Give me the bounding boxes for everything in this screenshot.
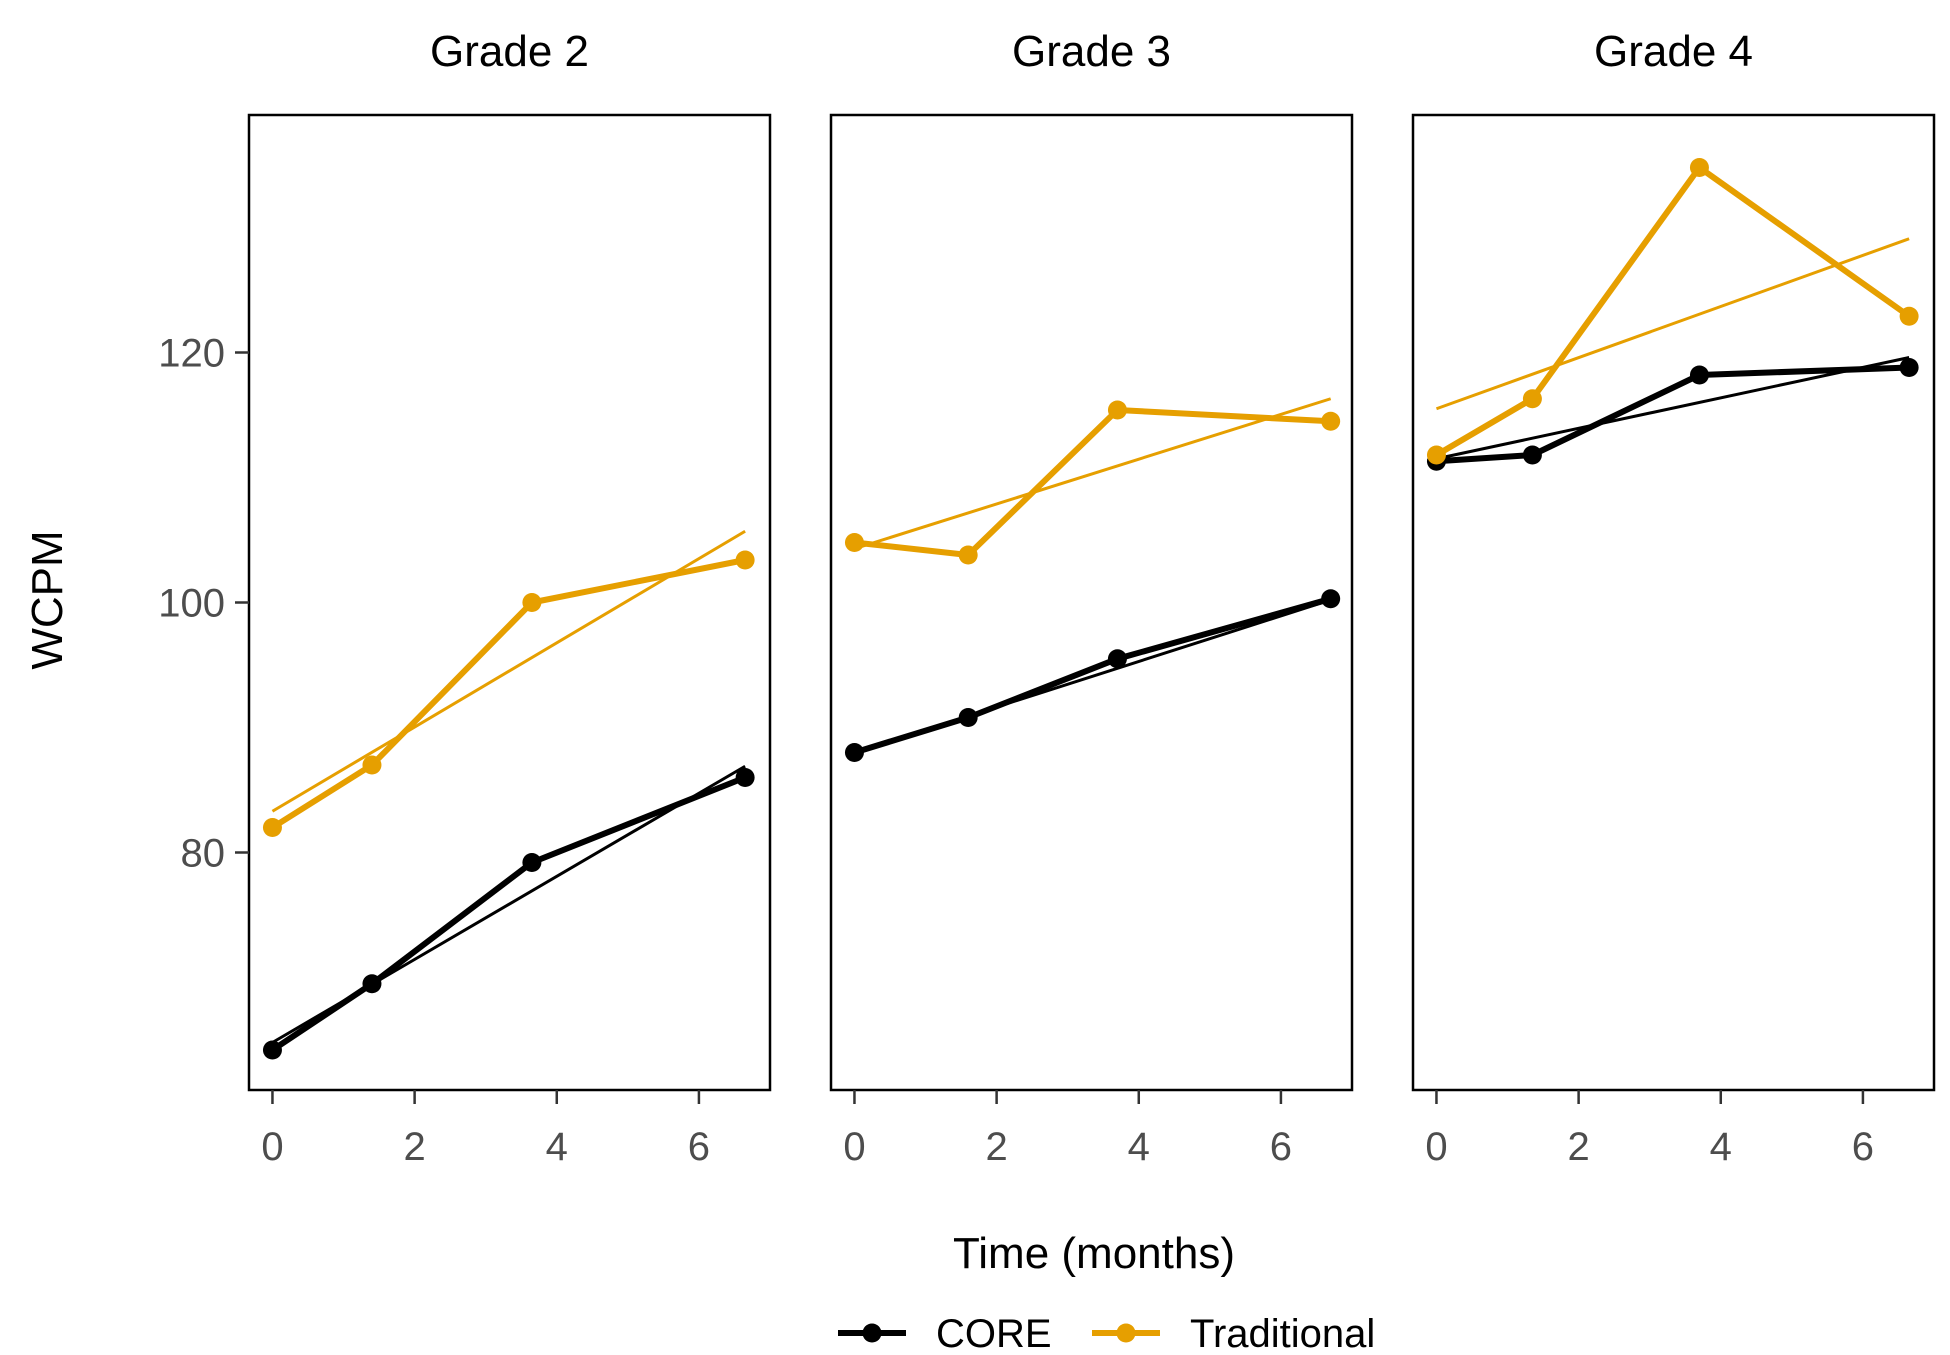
x-tick-label: 6	[1270, 1125, 1292, 1169]
trend-line	[1436, 356, 1910, 461]
panel-grade-4: Grade 4 0 2 4 6	[1411, 27, 1936, 1169]
data-point	[1107, 400, 1127, 420]
data-point	[362, 974, 382, 994]
x-tick-label: 2	[403, 1125, 425, 1169]
series-traditional	[1426, 158, 1919, 465]
x-tick-label: 0	[843, 1125, 865, 1169]
panels: Grade 2 0 2 4 6 80 100 120 Grade 3 0 2 4 6 Grade 4 0 2 4…	[158, 27, 1936, 1169]
series-line	[851, 407, 1334, 558]
panel-title: Grade 4	[1594, 27, 1753, 76]
legend-entry-core: CORE	[838, 1312, 1052, 1355]
legend-entry-traditional: Traditional	[1092, 1312, 1375, 1355]
x-tick-label: 4	[546, 1125, 568, 1169]
series-core	[844, 589, 1341, 762]
data-point	[262, 1040, 282, 1060]
data-point	[1321, 411, 1341, 431]
x-axis-label: Time (months)	[953, 1229, 1235, 1278]
trend-line	[854, 397, 1332, 551]
series-traditional	[844, 397, 1341, 565]
series-traditional	[262, 529, 755, 837]
series-line	[1433, 364, 1913, 465]
data-point	[735, 550, 755, 570]
series-line	[851, 595, 1334, 756]
x-tick-label: 4	[1710, 1125, 1732, 1169]
data-point	[262, 818, 282, 837]
y-tick-label: 120	[158, 332, 225, 376]
series-line	[1433, 164, 1913, 458]
panel-frame	[829, 113, 1354, 1092]
panel-frame	[1411, 113, 1936, 1092]
y-axis-label: WCPM	[23, 530, 72, 669]
data-point	[1107, 649, 1127, 669]
y-tick-label: 100	[158, 582, 225, 626]
data-point	[1522, 445, 1542, 465]
legend-label: Traditional	[1190, 1312, 1375, 1350]
panel-title: Grade 3	[1012, 27, 1171, 76]
x-tick-label: 0	[1425, 1125, 1447, 1169]
data-point	[958, 545, 978, 565]
legend: CORE Traditional	[838, 1312, 1375, 1355]
data-point	[1321, 589, 1341, 609]
x-tick-label: 2	[985, 1125, 1007, 1169]
data-point	[362, 755, 382, 775]
trend-line	[1435, 237, 1910, 411]
data-point	[735, 768, 755, 787]
x-tick-label: 0	[261, 1125, 283, 1169]
data-point	[522, 593, 542, 612]
y-tick-label: 80	[181, 832, 226, 876]
x-tick-label: 6	[1852, 1125, 1874, 1169]
panel-title: Grade 2	[430, 27, 589, 76]
data-point	[958, 708, 978, 727]
data-point	[1689, 158, 1709, 177]
data-point	[844, 533, 864, 552]
data-point	[1899, 306, 1919, 326]
series-core	[262, 764, 755, 1060]
legend-swatch-point	[862, 1323, 882, 1343]
legend-swatch-point	[1116, 1323, 1136, 1343]
x-tick-label: 4	[1128, 1125, 1150, 1169]
series-line	[269, 774, 749, 1053]
x-tick-label: 6	[688, 1125, 710, 1169]
data-point	[1426, 445, 1446, 465]
data-point	[1899, 358, 1919, 377]
panel-grade-2: Grade 2 0 2 4 6 80 100 120	[158, 27, 772, 1169]
series-line	[269, 557, 749, 831]
data-point	[1689, 365, 1709, 385]
data-point	[844, 743, 864, 762]
data-point	[522, 853, 542, 872]
series-core	[1426, 356, 1919, 471]
data-point	[1522, 389, 1542, 409]
panel-grade-3: Grade 3 0 2 4 6	[829, 27, 1354, 1169]
x-tick-label: 2	[1567, 1125, 1589, 1169]
legend-label: CORE	[936, 1312, 1052, 1350]
